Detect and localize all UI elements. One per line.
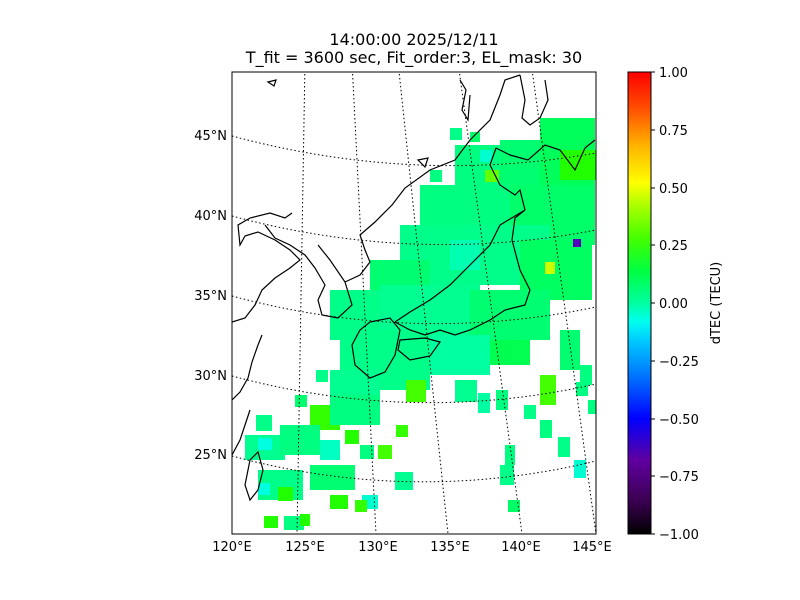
dtec-cell — [540, 420, 552, 438]
colorbar-tick-label: 0.75 — [659, 124, 688, 139]
dtec-cell — [558, 437, 570, 457]
dtec-cell — [560, 150, 596, 180]
x-tick-label: 120°E — [212, 540, 252, 555]
dtec-cell — [545, 262, 555, 274]
coastlines — [232, 74, 596, 502]
dtec-cell — [256, 415, 272, 431]
dtec-cell — [430, 170, 442, 182]
y-tick-label: 35°N — [194, 289, 227, 304]
dtec-cell — [580, 365, 592, 385]
dtec-cell — [258, 483, 270, 495]
colorbar — [627, 71, 652, 535]
dtec-cell — [524, 405, 536, 419]
dtec-cell — [496, 390, 508, 410]
colorbar-label: dTEC (TECU) — [709, 262, 724, 345]
colorbar-tick-label: 0.50 — [659, 182, 688, 197]
dtec-cell — [258, 438, 272, 450]
dtec-cell — [278, 487, 293, 501]
colorbar-tick-label: 1.00 — [659, 66, 688, 81]
colorbar-tick-label: −0.25 — [659, 355, 699, 370]
dtec-cell — [300, 514, 310, 526]
x-tick-label: 140°E — [501, 540, 541, 555]
colorbar-tick-label: −0.50 — [659, 413, 699, 428]
dtec-cell — [470, 132, 480, 142]
dtec-cell — [505, 445, 515, 465]
x-tick-label: 135°E — [430, 540, 470, 555]
dtec-cell — [478, 393, 490, 413]
colorbar-ticks: 1.00 0.75 0.50 0.25 0.00 −0.25 −0.50 −0.… — [651, 66, 699, 543]
dtec-cell — [295, 395, 307, 407]
dtec-cell — [360, 445, 374, 459]
y-tick-label: 25°N — [194, 448, 227, 463]
dtec-cell — [264, 516, 278, 528]
dtec-cell — [284, 516, 304, 530]
x-tick-label: 145°E — [572, 540, 612, 555]
dtec-cell — [345, 430, 359, 444]
colorbar-tick-label: −1.00 — [659, 528, 699, 543]
dtec-cell — [396, 425, 408, 437]
dtec-cell — [355, 500, 367, 512]
dtec-cell — [485, 170, 499, 182]
dtec-cell — [455, 380, 477, 402]
dtec-cell — [508, 500, 520, 512]
graticule — [232, 72, 596, 534]
dtec-cell — [573, 239, 581, 247]
colorbar-tick-label: 0.25 — [659, 239, 688, 254]
chart-title: 14:00:00 2025/12/11 — [329, 30, 499, 49]
dtec-cell — [280, 425, 320, 455]
dtec-cell — [395, 472, 413, 490]
colorbar-tick-label: −0.75 — [659, 470, 699, 485]
dtec-cell — [320, 440, 340, 460]
dtec-cell — [588, 400, 596, 414]
map-frame — [231, 71, 597, 535]
dtec-cell — [330, 395, 380, 425]
dtec-cell — [330, 495, 348, 509]
dtec-cell — [500, 465, 514, 485]
dtec-cell — [560, 330, 580, 370]
dtec-cell — [480, 150, 492, 162]
colorbar-tick-label: 0.00 — [659, 297, 688, 312]
x-tick-label: 125°E — [285, 540, 325, 555]
dtec-cell — [316, 370, 328, 382]
dtec-cell — [470, 290, 550, 340]
dtec-cell — [310, 465, 355, 490]
y-tick-label: 30°N — [194, 369, 227, 384]
dtec-cell — [406, 380, 426, 402]
chart-subtitle: T_fit = 3600 sec, Fit_order:3, EL_mask: … — [245, 48, 583, 67]
dtec-cells — [245, 118, 596, 530]
dtec-cell — [378, 445, 392, 459]
dtec-cell — [450, 128, 462, 140]
y-tick-label: 45°N — [194, 129, 227, 144]
dtec-cell — [540, 375, 556, 405]
dtec-cell — [576, 382, 588, 396]
dtec-cell — [574, 460, 586, 478]
x-tick-label: 130°E — [358, 540, 398, 555]
dtec-cell — [430, 335, 490, 375]
dtec-cell — [450, 240, 480, 270]
map-area — [232, 72, 596, 534]
y-tick-label: 40°N — [194, 209, 227, 224]
